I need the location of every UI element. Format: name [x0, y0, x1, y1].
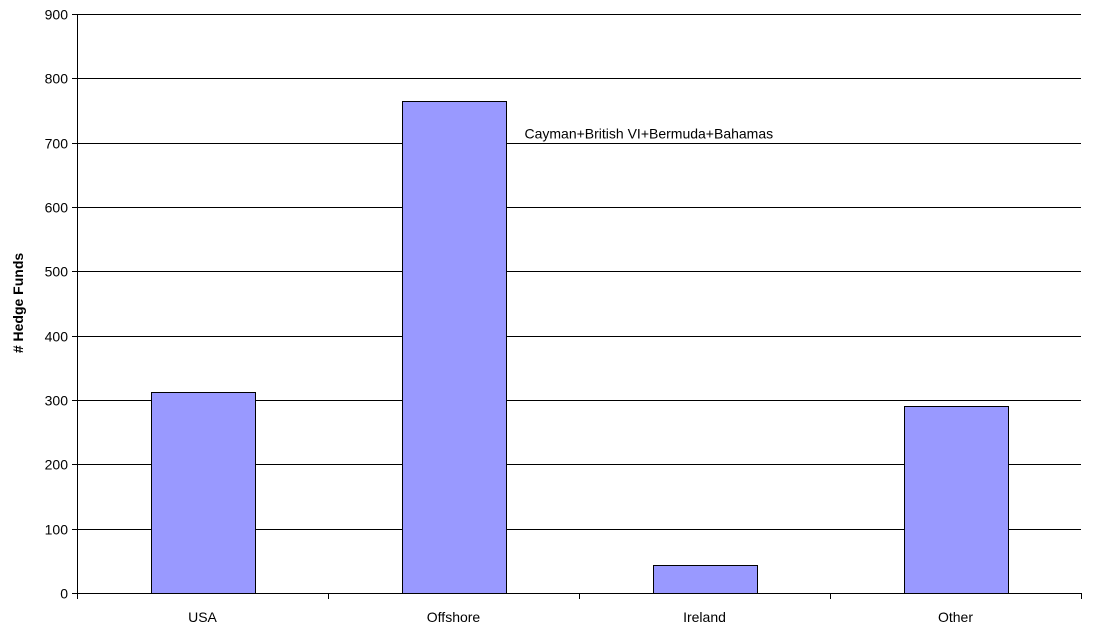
- y-tick-label: 300: [45, 393, 69, 409]
- axes: [72, 14, 1082, 599]
- x-tick-label: Ireland: [683, 609, 726, 625]
- bars: [151, 101, 1009, 594]
- x-tick-label: Offshore: [427, 609, 481, 625]
- y-tick-label: 0: [60, 586, 68, 602]
- y-axis-title: # Hedge Funds: [10, 253, 26, 354]
- labels: 0 100 200 300 400 500 600 700 800 900 USA Offshore I…: [45, 7, 974, 626]
- y-tick-label: 500: [45, 264, 69, 280]
- y-tick-label: 800: [45, 71, 69, 87]
- bar-annotation: Cayman+British VI+Bermuda+Bahamas: [525, 125, 774, 141]
- bar-ireland: [653, 565, 758, 594]
- bar-usa: [151, 392, 256, 594]
- y-tick-label: 200: [45, 457, 69, 473]
- y-tick-label: 700: [45, 136, 69, 152]
- y-tick-label: 400: [45, 329, 69, 345]
- y-tick-label: 600: [45, 200, 69, 216]
- x-tick-label: USA: [188, 609, 217, 625]
- y-tick-label: 900: [45, 7, 69, 23]
- bar-offshore: [402, 101, 507, 594]
- bar-other: [904, 406, 1009, 594]
- y-tick-label: 100: [45, 522, 69, 538]
- x-tick-label: Other: [938, 609, 973, 625]
